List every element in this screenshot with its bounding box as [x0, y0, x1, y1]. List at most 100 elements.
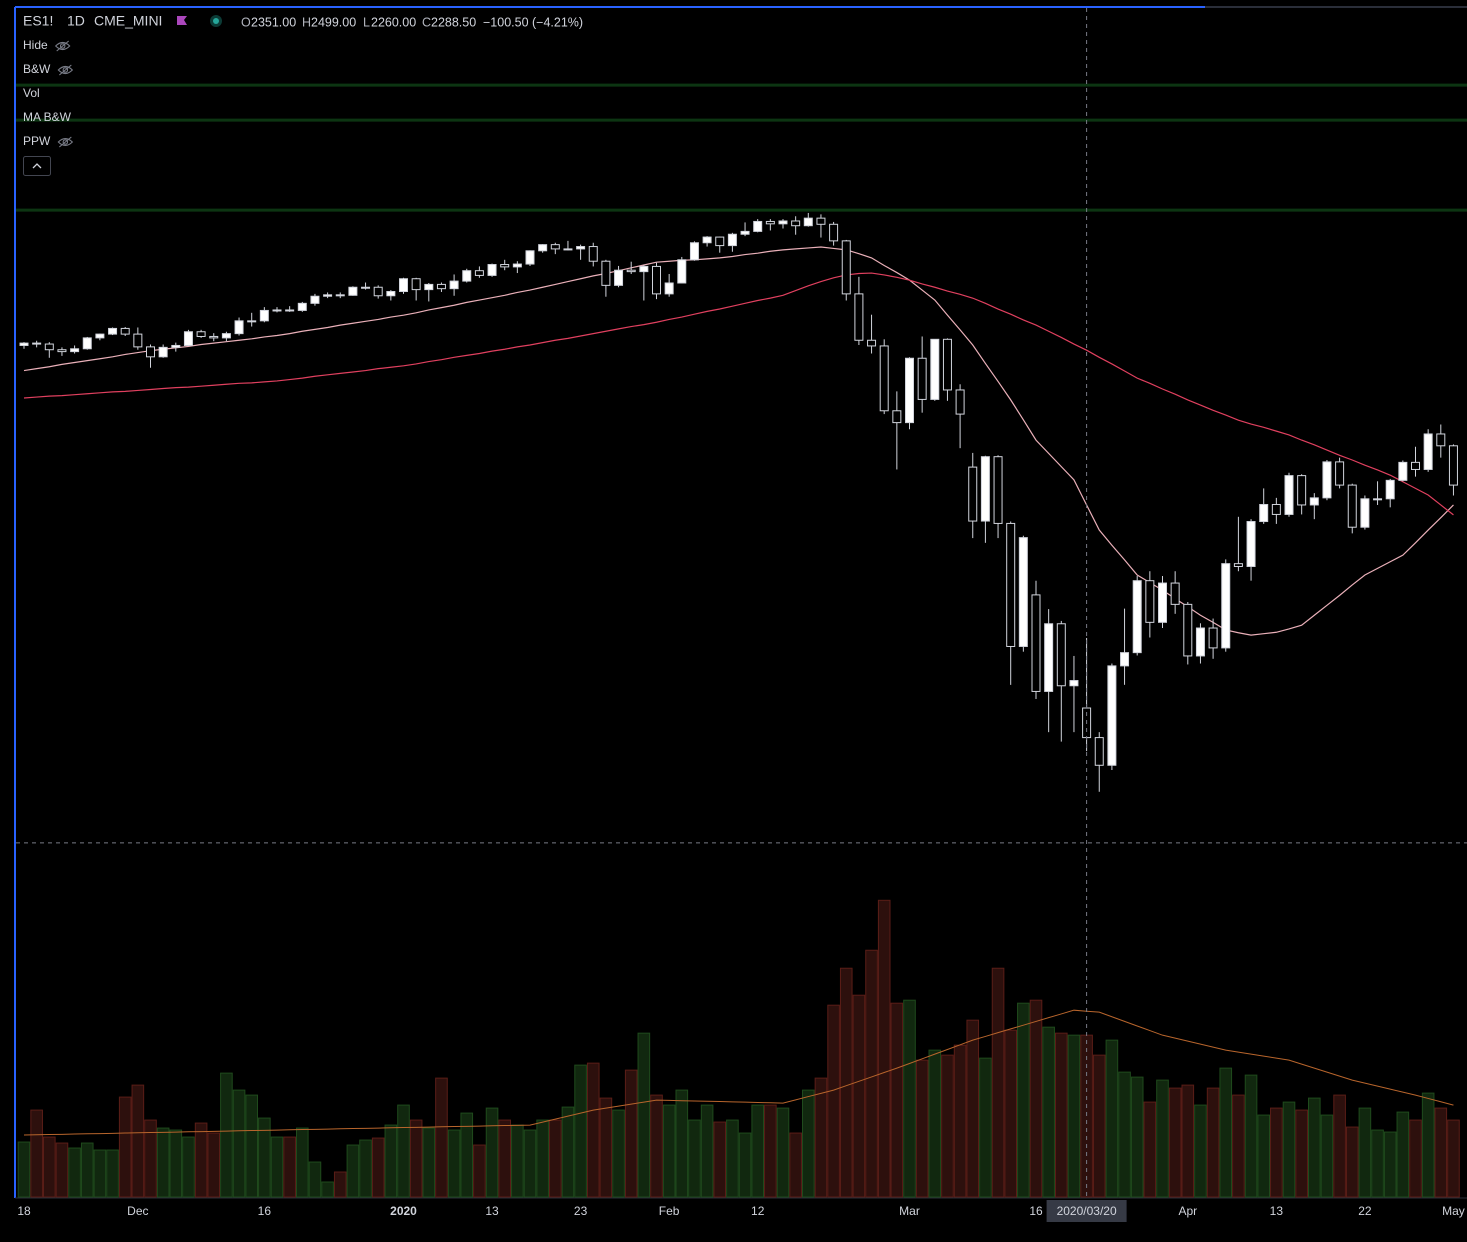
flag-icon[interactable] [177, 16, 187, 25]
candle-body [158, 346, 168, 358]
candle-body [146, 346, 155, 358]
candle-body [449, 280, 459, 290]
volume-bar [485, 1107, 499, 1198]
candle-body [1347, 484, 1357, 528]
candle-body [993, 456, 1003, 524]
volume-bar [915, 1059, 929, 1198]
x-tick-label: Feb [659, 1204, 680, 1218]
volume-bar [1345, 1126, 1359, 1198]
volume-bar [903, 999, 916, 1198]
x-tick-label: 2020 [390, 1204, 417, 1218]
x-tick-label: 16 [258, 1204, 272, 1218]
volume-bar [435, 1077, 448, 1198]
volume-bar [1168, 1087, 1182, 1198]
indicator-name[interactable]: MA B&W [23, 110, 72, 124]
candle-body [1044, 623, 1054, 692]
time-axis: 18 Dec 16 2020 13 23 Feb 12 Mar 16 2020/03/20 Apr 13… [17, 1200, 1465, 1222]
volume-bar [1396, 1111, 1410, 1198]
volume-bar [68, 1147, 81, 1198]
candle-body [1233, 563, 1243, 567]
collapse-caret [32, 163, 42, 169]
x-tick-label: 13 [485, 1204, 499, 1218]
candle-body [285, 309, 295, 312]
low-value: 2260.00 [371, 15, 416, 29]
candle-body [588, 246, 598, 262]
hidden-eye-icon[interactable] [54, 40, 71, 52]
volume-bar [1105, 1039, 1119, 1198]
open-label: O [241, 15, 251, 29]
candle-body [980, 456, 990, 522]
candle-body [436, 283, 446, 290]
hidden-eye-icon[interactable] [57, 64, 74, 76]
volume-bar [561, 1106, 575, 1198]
candle-body [1195, 627, 1205, 657]
volume-bar [1017, 1002, 1030, 1198]
candle-body [601, 260, 611, 286]
volume-bar [422, 1127, 436, 1198]
candle-body [424, 283, 434, 291]
candle-body [19, 342, 29, 346]
candle-body [373, 286, 383, 297]
volume-bar [1232, 1094, 1245, 1198]
volume-bar [713, 1121, 727, 1198]
candle-body [399, 278, 408, 293]
candle-body [348, 286, 358, 296]
candle-body [740, 230, 750, 235]
volume-bar [17, 1141, 31, 1198]
candle-body [727, 233, 737, 247]
candle-body [323, 294, 333, 297]
candle-body [512, 263, 522, 268]
candle-body [462, 270, 472, 282]
candle-body [1132, 580, 1142, 654]
candle-body [841, 240, 851, 295]
volume-bar [258, 1117, 271, 1198]
candle-body [652, 265, 661, 295]
volume-bar [270, 1136, 284, 1198]
volume-bar [169, 1129, 183, 1198]
symbol[interactable]: ES1! [23, 13, 53, 29]
interval[interactable]: 1D [67, 13, 85, 29]
candle-body [626, 269, 636, 273]
candle-body [474, 270, 484, 276]
volume-bar [738, 1132, 752, 1198]
volume-bar [1358, 1107, 1372, 1198]
ma-line [23, 246, 1454, 636]
volume-bar [827, 1004, 840, 1198]
candle-body [411, 278, 421, 291]
candle-body [335, 294, 345, 297]
volume-bar [890, 1002, 904, 1198]
volume-bar [675, 1089, 689, 1198]
candle-body [715, 236, 725, 247]
volume-bar [991, 967, 1005, 1198]
volume-bar [1143, 1101, 1157, 1198]
volume-bar [245, 1094, 258, 1198]
volume-bar [207, 1132, 221, 1198]
indicator-name[interactable]: Hide [23, 38, 48, 52]
indicator-name[interactable]: B&W [23, 62, 51, 76]
candle-body [677, 259, 687, 284]
eye-slash [58, 64, 72, 76]
collapse-button[interactable] [23, 156, 51, 176]
volume-bar [776, 1107, 790, 1198]
candle-body [1360, 498, 1370, 528]
x-tick-label: 12 [751, 1204, 765, 1218]
candle-body [867, 339, 877, 347]
volume-bar [447, 1129, 461, 1198]
indicator-name[interactable]: PPW [23, 134, 51, 148]
candle-body [689, 242, 699, 261]
candle-body [917, 357, 927, 400]
candle-body [1436, 433, 1446, 447]
ma-line [23, 272, 1454, 516]
x-tick-label: 18 [17, 1204, 31, 1218]
candle-body [1018, 537, 1028, 647]
volume-bar [1219, 1067, 1233, 1198]
volume-bar [536, 1119, 549, 1198]
indicator-name[interactable]: Vol [23, 86, 40, 100]
volume-bar [321, 1181, 334, 1198]
exchange: CME_MINI [94, 13, 162, 29]
hidden-eye-icon[interactable] [57, 136, 74, 148]
volume-bar [1295, 1109, 1308, 1198]
volume-bar [839, 967, 853, 1198]
candle-body [386, 291, 396, 297]
volume-bar [1270, 1107, 1283, 1198]
